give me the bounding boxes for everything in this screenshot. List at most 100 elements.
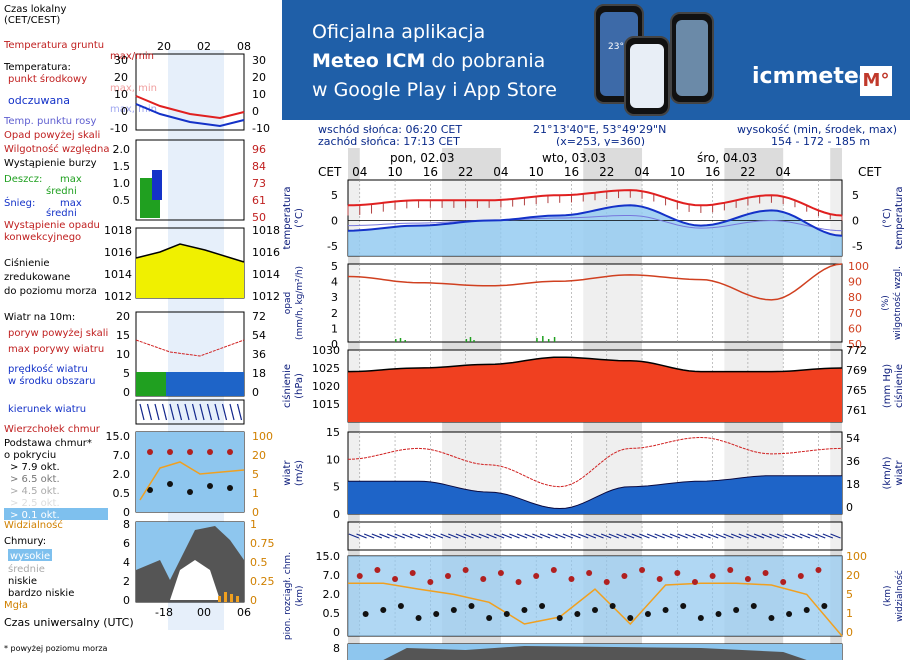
legend-okt-1: > 6.5 okt.: [10, 474, 60, 485]
legend-snow-max: max: [60, 198, 82, 209]
local-time-label: (CET/CEST): [4, 15, 60, 26]
legend-wind-arrow: [146, 403, 153, 421]
legend-cloud-base: o pokryciu: [4, 450, 56, 461]
rain-bar: [542, 336, 544, 342]
legend-hour-top: 02: [197, 40, 211, 53]
legend-pressure: zredukowane: [4, 272, 70, 283]
hum-tick: 80: [848, 291, 862, 304]
wind-axis-label-right-group: (km/h) wiatr: [882, 456, 905, 489]
coordinates: 21°13'40"E, 53°49'29"N: [533, 123, 667, 136]
legend-wind-arrow: [236, 403, 243, 421]
wind-arrow: [776, 533, 788, 539]
rain-tick: 1: [331, 322, 338, 335]
cloud-base-dot: [397, 603, 404, 609]
hour-label: 16: [705, 165, 720, 179]
wind-arrow: [425, 533, 436, 539]
legend-hum-tick: 73: [252, 177, 266, 190]
legend-wind-arrow: [184, 403, 190, 421]
cloud-base-dot: [644, 611, 651, 617]
vis-axis-label-group: (km) widzialność: [883, 570, 905, 622]
wind-speed-area: [348, 475, 842, 514]
wind-arrow: [371, 533, 383, 539]
cloud-top-dot: [515, 579, 522, 585]
wind-arrow: [707, 533, 719, 539]
legend-wind-arrow: [229, 403, 235, 421]
cloud-top-dot: [797, 573, 804, 579]
humidity-line: [347, 263, 843, 301]
wind-arrow: [616, 533, 627, 539]
cloud-base-dot: [556, 615, 563, 621]
wind-arrow: [547, 533, 558, 539]
legend-cloud-base-dot: [147, 487, 153, 493]
legend-okt-2: > 4.5 okt.: [10, 486, 60, 497]
cloud-base-dot: [609, 603, 616, 609]
hum-tick: 90: [848, 276, 862, 289]
wind-arrow: [562, 533, 574, 539]
legend-cloud-top-dot: [187, 449, 193, 455]
legend-press-tick: 1012: [104, 290, 132, 303]
cloud-top-dot: [550, 567, 557, 573]
cloud-top-dot: [444, 573, 451, 579]
press-tick: 1030: [312, 344, 340, 357]
wind-arrow: [440, 533, 451, 539]
wind-arrow: [394, 533, 405, 539]
legend-wind-tick: 15: [116, 329, 130, 342]
legend-cloud-tick: 8: [123, 518, 130, 531]
legend-cloud-base: Podstawa chmur*: [4, 438, 92, 449]
wind-arrow: [807, 533, 818, 539]
legend-wind-tick-right: 18: [252, 367, 266, 380]
cloud-top-dot: [374, 567, 381, 573]
cloud-base-dot: [380, 607, 387, 613]
wind-arrow: [769, 533, 780, 539]
cloud-top-dot: [586, 570, 593, 576]
hour-label: 22: [740, 165, 755, 179]
hour-label: 10: [529, 165, 544, 179]
hum-tick: 60: [848, 322, 862, 335]
legend-hum-tick: 96: [252, 143, 266, 156]
wind-arrow: [455, 533, 467, 539]
cloud-base-dot: [539, 603, 546, 609]
legend-fog-tick: 0.25: [250, 575, 275, 588]
temp-max-line: [347, 189, 843, 217]
legend-cloud-base-dot: [227, 485, 233, 491]
rain-axis-label-group: opad (mm/h, kg/m²/h): [283, 266, 305, 340]
temp-axis-label-right-group: (°C) temperatura: [882, 186, 905, 249]
hour-label: 16: [564, 165, 579, 179]
legend-cloud-top: Wierzchołek chmur: [4, 424, 101, 435]
legend-press-tick-right: 1014: [252, 268, 280, 281]
phone-image-2: [624, 36, 670, 116]
legend-wind-dir: kierunek wiatru: [8, 404, 86, 415]
legend-press-tick-right: 1012: [252, 290, 280, 303]
legend-hum-tick: 84: [252, 160, 266, 173]
hum-tick: 70: [848, 307, 862, 320]
pressure-line: [347, 356, 843, 373]
wind-arrow: [486, 533, 497, 539]
wind-arrow: [470, 533, 482, 539]
legend-okt-highlight: [4, 508, 108, 520]
wind-arrow: [662, 533, 673, 539]
press-tick: 1015: [312, 398, 340, 411]
app-promo-banner[interactable]: Oficjalna aplikacja Meteo ICM do pobrani…: [282, 0, 910, 120]
legend-gust-over: poryw powyżej skali: [8, 328, 108, 339]
legend-cloud-base-dot: [207, 483, 213, 489]
legend-fog-tick: 0.5: [250, 556, 268, 569]
rain-tick: 0: [331, 338, 338, 351]
wind-arrow: [501, 533, 513, 539]
brand-logo: icmmeteo: [752, 64, 874, 89]
base-axis-label-group: pion. rozciągł. chm. (km): [283, 552, 305, 640]
legend-cloud-top-dot: [207, 449, 213, 455]
legend-wind-speed: w środku obszaru: [8, 375, 95, 387]
base-tick: 2.0: [323, 588, 341, 601]
legend-okt-3: > 2.5 okt.: [10, 498, 60, 509]
dew-point-line: [348, 215, 843, 232]
rain-bar: [395, 339, 397, 342]
temp-tick: 0: [331, 215, 338, 228]
temp-axis-label-right: temperatura: [894, 186, 905, 249]
legend-wind-tick-right: 36: [252, 348, 266, 361]
legend-conv: konwekcyjnego: [4, 232, 81, 243]
wind-arrow: [685, 533, 696, 539]
felt-temp-area: [348, 205, 842, 256]
wind-arrow: [730, 533, 742, 539]
rain-bar: [473, 340, 475, 342]
legend-panel-temp: [135, 53, 245, 131]
